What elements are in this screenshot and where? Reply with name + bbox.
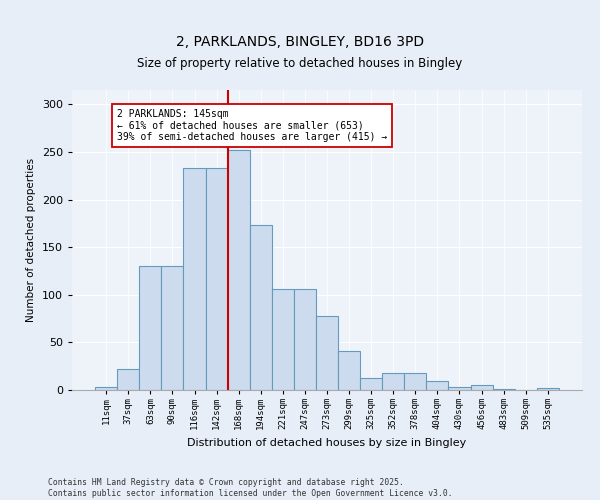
Bar [493, 389, 515, 390]
Text: Contains HM Land Registry data © Crown copyright and database right 2025.
Contai: Contains HM Land Registry data © Crown c… [48, 478, 452, 498]
Bar [161, 266, 184, 390]
Bar [448, 387, 470, 390]
Bar [427, 382, 448, 390]
Bar [139, 266, 161, 390]
Bar [382, 373, 404, 390]
Bar [360, 378, 382, 390]
Bar [537, 388, 559, 390]
Bar [206, 168, 227, 390]
Bar [316, 316, 338, 390]
Bar [470, 385, 493, 390]
Bar [184, 168, 206, 390]
Text: Size of property relative to detached houses in Bingley: Size of property relative to detached ho… [137, 58, 463, 70]
Bar [294, 289, 316, 390]
Bar [404, 373, 427, 390]
Bar [95, 387, 117, 390]
Text: 2 PARKLANDS: 145sqm
← 61% of detached houses are smaller (653)
39% of semi-detac: 2 PARKLANDS: 145sqm ← 61% of detached ho… [117, 109, 388, 142]
Y-axis label: Number of detached properties: Number of detached properties [26, 158, 36, 322]
X-axis label: Distribution of detached houses by size in Bingley: Distribution of detached houses by size … [187, 438, 467, 448]
Text: 2, PARKLANDS, BINGLEY, BD16 3PD: 2, PARKLANDS, BINGLEY, BD16 3PD [176, 35, 424, 49]
Bar [227, 150, 250, 390]
Bar [117, 369, 139, 390]
Bar [250, 225, 272, 390]
Bar [338, 351, 360, 390]
Bar [272, 289, 294, 390]
